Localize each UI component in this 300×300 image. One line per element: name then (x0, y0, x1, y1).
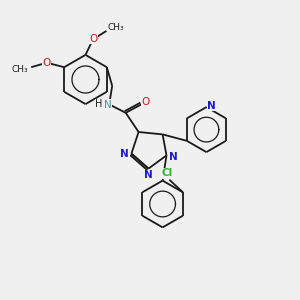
Text: N: N (207, 100, 216, 111)
Text: H: H (95, 99, 102, 110)
Text: N: N (169, 152, 178, 162)
Text: N: N (143, 170, 152, 180)
Text: O: O (141, 97, 150, 107)
Text: O: O (42, 58, 50, 68)
Text: CH₃: CH₃ (107, 23, 124, 32)
Text: N: N (104, 100, 112, 110)
Text: Cl: Cl (161, 168, 172, 178)
Text: N: N (120, 148, 129, 159)
Text: CH₃: CH₃ (11, 65, 28, 74)
Text: O: O (89, 34, 97, 44)
